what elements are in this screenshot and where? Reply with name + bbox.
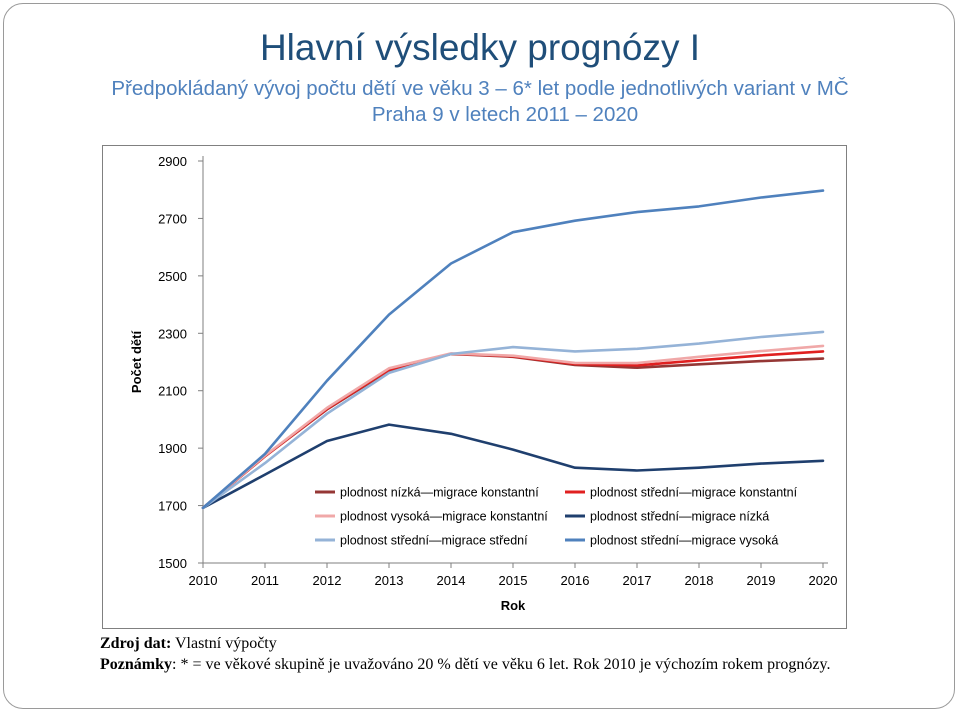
x-tick-label: 2019	[747, 573, 776, 588]
series-line	[201, 344, 825, 510]
source-label: Zdroj dat:	[100, 635, 172, 652]
slide-subtitle: Předpokládaný vývoj počtu dětí ve věku 3…	[0, 76, 960, 128]
source-text: Vlastní výpočty	[171, 635, 277, 652]
y-tick-label: 2700	[158, 211, 187, 226]
y-tick-label: 2100	[158, 384, 187, 399]
legend-label: plodnost nízká—migrace konstantní	[340, 486, 539, 500]
x-tick-label: 2020	[809, 573, 838, 588]
notes-block: Zdroj dat: Vlastní výpočty Poznámky: * =…	[100, 633, 840, 675]
x-tick-label: 2016	[561, 573, 590, 588]
series-line	[201, 350, 825, 510]
x-tick-label: 2015	[499, 573, 528, 588]
y-axis-title: Počet dětí	[129, 331, 144, 394]
source-line: Zdroj dat: Vlastní výpočty	[100, 633, 840, 654]
x-tick-label: 2010	[189, 573, 218, 588]
x-tick-label: 2012	[313, 573, 342, 588]
legend-label: plodnost střední—migrace nízká	[590, 510, 769, 524]
chart-svg: 1500 1700 1900 2100 2300 2500 2700 2900 2010 2011…	[129, 154, 838, 613]
notes-line: Poznámky: * = ve věkové skupině je uvažo…	[100, 654, 840, 675]
legend-label: plodnost vysoká—migrace konstantní	[340, 510, 548, 524]
x-axis-title: Rok	[501, 598, 526, 613]
x-tick-label: 2014	[437, 573, 466, 588]
y-tick-label: 2500	[158, 269, 187, 284]
x-tick-label: 2018	[685, 573, 714, 588]
y-tick-label: 1500	[158, 556, 187, 571]
x-tick-label: 2013	[375, 573, 404, 588]
subtitle-line-1: Předpokládaný vývoj počtu dětí ve věku 3…	[111, 77, 849, 100]
y-tick-label: 2900	[158, 154, 187, 169]
series-line	[201, 330, 825, 510]
legend-label: plodnost střední—migrace střední	[340, 534, 528, 548]
line-chart: 1500 1700 1900 2100 2300 2500 2700 2900 2010 2011…	[102, 145, 847, 629]
legend-label: plodnost střední—migrace vysoká	[590, 534, 778, 548]
series-line	[201, 423, 825, 510]
legend-label: plodnost střední—migrace konstantní	[590, 486, 798, 500]
y-tick-label: 1900	[158, 441, 187, 456]
subtitle-line-2: Praha 9 v letech 2011 – 2020	[371, 103, 639, 126]
notes-label: Poznámky	[100, 656, 172, 673]
y-tick-label: 2300	[158, 326, 187, 341]
y-tick-label: 1700	[158, 499, 187, 514]
slide-title: Hlavní výsledky prognózy I	[259, 27, 701, 68]
x-tick-label: 2017	[623, 573, 652, 588]
series-line	[201, 189, 825, 510]
x-tick-label: 2011	[251, 573, 279, 588]
notes-text: : * = ve věkové skupině je uvažováno 20 …	[172, 656, 831, 673]
